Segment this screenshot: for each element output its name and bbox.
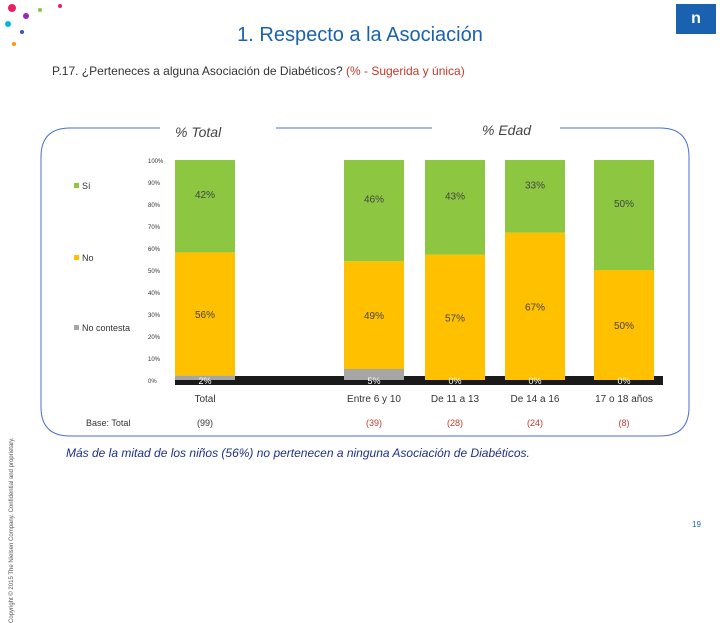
bar-no: [425, 254, 485, 380]
bar-no: [344, 261, 404, 369]
question-subtitle: P.17. ¿Perteneces a alguna Asociación de…: [52, 64, 465, 78]
data-label-no: 56%: [195, 310, 215, 321]
page-number: 19: [692, 520, 701, 529]
data-label-no: 50%: [614, 321, 634, 332]
bar-no: [594, 270, 654, 380]
data-label-no: 67%: [525, 302, 545, 313]
y-tick-label: 100%: [148, 159, 164, 165]
legend-swatch: [74, 255, 79, 260]
data-label-si: 42%: [195, 190, 215, 201]
y-tick-label: 90%: [148, 181, 161, 187]
data-label-no-contesta: 0%: [448, 376, 461, 386]
slide-title: 1. Respecto a la Asociación: [237, 24, 483, 46]
bar-si: [425, 160, 485, 255]
data-label-no: 49%: [364, 311, 384, 322]
y-tick-label: 30%: [148, 313, 161, 319]
data-label-si: 43%: [445, 191, 465, 202]
category-label: 17 o 18 años: [595, 394, 653, 405]
bar-no-contesta: [175, 375, 235, 380]
bar-si: [594, 160, 654, 270]
bar-si: [175, 160, 235, 253]
legend-swatch: [74, 325, 79, 330]
y-tick-label: 70%: [148, 225, 161, 231]
legend-label: No contesta: [82, 323, 130, 333]
base-value: (39): [366, 418, 382, 428]
y-tick-label: 20%: [148, 335, 161, 341]
bar-si: [505, 160, 565, 233]
base-value: (24): [527, 418, 543, 428]
legend-label: Sí: [82, 181, 91, 191]
conclusion-footnote: Más de la mitad de los niños (56%) no pe…: [66, 446, 530, 460]
decorative-dots: [5, 4, 62, 46]
legend-label: No: [82, 253, 94, 263]
data-label-no-contesta: 0%: [617, 376, 630, 386]
category-label: Entre 6 y 10: [347, 394, 401, 405]
base-label: Base: Total: [86, 418, 130, 428]
y-tick-label: 0%: [148, 379, 157, 385]
section-label-edad: % Edad: [482, 122, 532, 138]
bar-si: [344, 160, 404, 262]
data-label-no: 57%: [445, 313, 465, 324]
y-tick-label: 80%: [148, 203, 161, 209]
chart-frame: [40, 127, 690, 437]
base-value: (28): [447, 418, 463, 428]
section-label-total: % Total: [175, 124, 222, 140]
data-label-no-contesta: 5%: [367, 376, 380, 386]
y-tick-label: 10%: [148, 357, 161, 363]
stacked-bar-chart: 100% 90% 80% 70% 60% 50% 40% 30% 20% 10% 0% 56% 42% 2…: [74, 159, 663, 428]
y-tick-label: 40%: [148, 291, 161, 297]
category-label: Total: [194, 394, 215, 405]
bar-no: [505, 232, 565, 380]
y-tick-label: 60%: [148, 247, 161, 253]
data-label-no-contesta: 0%: [528, 376, 541, 386]
question-note: (% - Sugerida y única): [345, 64, 465, 78]
nielsen-logo: n: [676, 4, 716, 34]
category-label: De 11 a 13: [431, 394, 480, 405]
base-value: (8): [619, 418, 630, 428]
category-label: De 14 a 16: [511, 394, 560, 405]
data-label-si: 50%: [614, 199, 634, 210]
chart-baseline-band: [175, 376, 663, 385]
data-label-si: 33%: [525, 180, 545, 191]
question-text: P.17. ¿Perteneces a alguna Asociación de…: [52, 64, 346, 78]
bar-no-contesta: [344, 369, 404, 380]
data-label-si: 46%: [364, 195, 384, 206]
base-value: (99): [197, 418, 213, 428]
legend-swatch: [74, 183, 79, 188]
y-tick-label: 50%: [148, 269, 161, 275]
data-label-no-contesta: 2%: [198, 376, 211, 386]
bar-no: [175, 252, 235, 376]
